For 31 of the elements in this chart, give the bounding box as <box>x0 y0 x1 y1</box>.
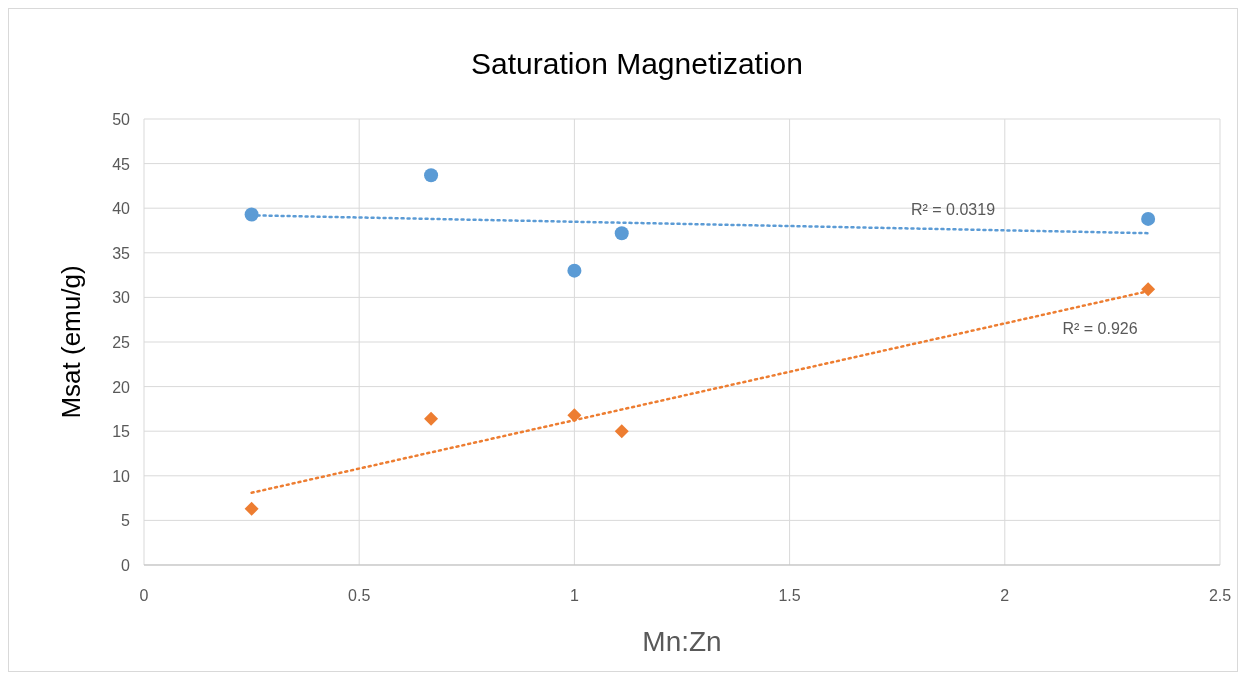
y-tick-label: 15 <box>112 423 131 441</box>
x-tick-label: 0 <box>139 587 149 604</box>
y-tick-label: 5 <box>121 512 131 530</box>
annotation: R² = 0.0319 <box>910 201 996 218</box>
y-tick-label: 40 <box>112 200 131 218</box>
chart-title: Saturation Magnetization <box>471 47 803 80</box>
point <box>244 501 259 516</box>
point <box>424 168 439 183</box>
y-tick-label: 35 <box>112 244 131 262</box>
annotation: R² = 0.926 <box>1062 320 1138 337</box>
point <box>567 263 582 278</box>
y-tick-label: 50 <box>112 111 131 128</box>
point <box>1141 282 1156 297</box>
x-tick-label: 1.5 <box>778 587 801 604</box>
y-tick-label: 30 <box>112 289 131 307</box>
y-tick-label: 10 <box>112 467 131 485</box>
x-tick-label: 1 <box>569 587 579 604</box>
x-tick-label: 0.5 <box>348 587 371 604</box>
y-tick-label: 0 <box>121 557 131 574</box>
point <box>614 226 629 241</box>
point <box>1141 211 1156 226</box>
point <box>567 408 582 423</box>
y-tick-label: 25 <box>112 334 131 351</box>
x-axis-title: Mn:Zn <box>642 626 722 657</box>
point <box>614 424 629 439</box>
x-tick-label: 2.5 <box>1208 587 1232 604</box>
x-tick-label: 2 <box>1000 587 1010 604</box>
y-tick-label: 45 <box>112 155 131 173</box>
y-tick-label: 20 <box>112 378 131 396</box>
point <box>424 411 439 426</box>
y-axis-title: Msat (emu/g) <box>56 265 86 419</box>
